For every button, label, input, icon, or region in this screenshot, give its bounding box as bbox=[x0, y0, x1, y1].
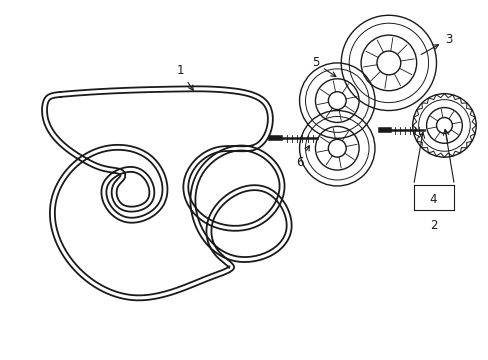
Text: 5: 5 bbox=[311, 57, 335, 77]
Text: 2: 2 bbox=[429, 219, 436, 232]
Text: 1: 1 bbox=[176, 64, 193, 90]
Text: 3: 3 bbox=[420, 33, 451, 55]
Text: 4: 4 bbox=[429, 193, 436, 206]
Text: 6: 6 bbox=[295, 146, 309, 168]
